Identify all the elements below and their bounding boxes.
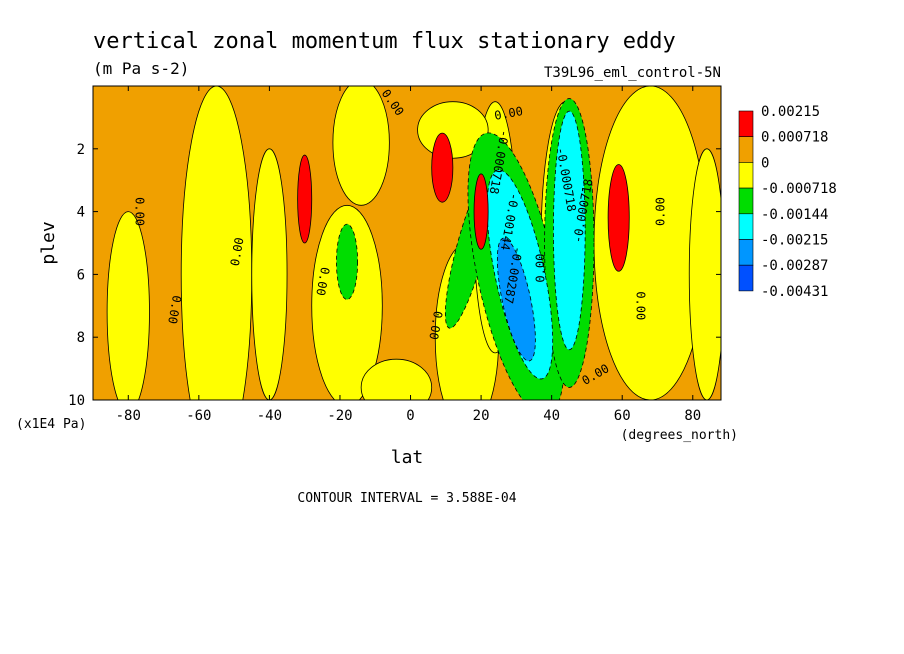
- chart-title: vertical zonal momentum flux stationary …: [93, 29, 676, 54]
- contour-band: [360, 358, 433, 400]
- legend-swatch: [738, 136, 754, 163]
- contour-band: [180, 86, 253, 400]
- x-tick-label: 20: [473, 408, 490, 424]
- contour-band: [251, 148, 288, 400]
- legend-level-label: 0: [761, 155, 769, 171]
- x-tick-label: 60: [614, 408, 631, 424]
- contour-label: 0.00: [534, 254, 548, 283]
- y-axis-label: plev: [38, 221, 59, 264]
- y-axis-units: (x1E4 Pa): [16, 417, 86, 432]
- contour-label: 0.00: [313, 266, 332, 297]
- legend-level-label: -0.00431: [761, 284, 828, 300]
- legend-level-label: -0.00287: [761, 258, 828, 274]
- contour-band: [431, 132, 454, 203]
- legend-level-label: -0.00144: [761, 207, 828, 223]
- plot-area: 0.00 0.000.000.000.000.000.00-0.000718-0.…: [93, 86, 721, 400]
- x-tick-label: -20: [327, 408, 352, 424]
- contour-label: 0.00: [654, 197, 668, 226]
- y-axis-ticks: 2 4 6 8 10: [68, 142, 721, 409]
- legend-swatch: [738, 264, 754, 292]
- x-tick-label: 80: [684, 408, 701, 424]
- chart-units: (m Pa s-2): [93, 59, 189, 78]
- x-axis-label: lat: [391, 447, 424, 468]
- contour-label: 0.00: [493, 104, 524, 123]
- x-tick-label: 0: [406, 408, 414, 424]
- contour-band: [332, 86, 390, 206]
- contour-label: 0.00: [165, 294, 184, 325]
- dataset-label: T39L96_eml_control-5N: [544, 65, 721, 81]
- x-axis-ticks: -80 -60 -40 -20 0 20 40 60 80: [116, 86, 701, 424]
- contour-band: [106, 211, 150, 400]
- legend-swatch: [738, 213, 754, 240]
- legend-swatch: [738, 110, 754, 138]
- contour-label: 0.00: [633, 291, 647, 320]
- contour-band: [607, 164, 630, 272]
- contour-band: [297, 154, 313, 244]
- x-tick-label: -40: [257, 408, 282, 424]
- contour-band: [473, 173, 489, 250]
- legend-level-label: -0.000718: [761, 181, 837, 197]
- legend-level-label: -0.00215: [761, 233, 828, 249]
- y-tick-label: 10: [68, 393, 85, 409]
- y-tick-label: 4: [77, 205, 85, 221]
- contour-interval: CONTOUR INTERVAL = 3.588E-04: [297, 491, 516, 506]
- plot-frame: [92, 85, 722, 401]
- y-tick-label: 6: [77, 267, 85, 283]
- contour-label: 0.00: [228, 236, 247, 267]
- legend-swatch: [738, 239, 754, 266]
- legend-swatch: [738, 187, 754, 215]
- legend-swatch: [738, 162, 754, 189]
- legend-level-label: 0.00215: [761, 104, 820, 120]
- y-tick-label: 8: [77, 330, 85, 346]
- color-legend: 0.00215 0.000718 0 -0.000718 -0.00144 -0.0021…: [738, 104, 837, 300]
- x-tick-label: 40: [543, 408, 560, 424]
- contour-band: [553, 110, 586, 351]
- y-tick-label: 2: [77, 142, 85, 158]
- contour-label: 0.00: [132, 197, 146, 226]
- x-tick-label: -60: [186, 408, 211, 424]
- contour-band: [336, 223, 359, 300]
- contour-band: [496, 237, 536, 362]
- contour-band: [311, 204, 383, 400]
- x-tick-label: -80: [116, 408, 141, 424]
- contour-label: 0.00: [426, 310, 445, 341]
- legend-level-label: 0.000718: [761, 130, 828, 146]
- x-axis-units: (degrees_north): [621, 428, 738, 443]
